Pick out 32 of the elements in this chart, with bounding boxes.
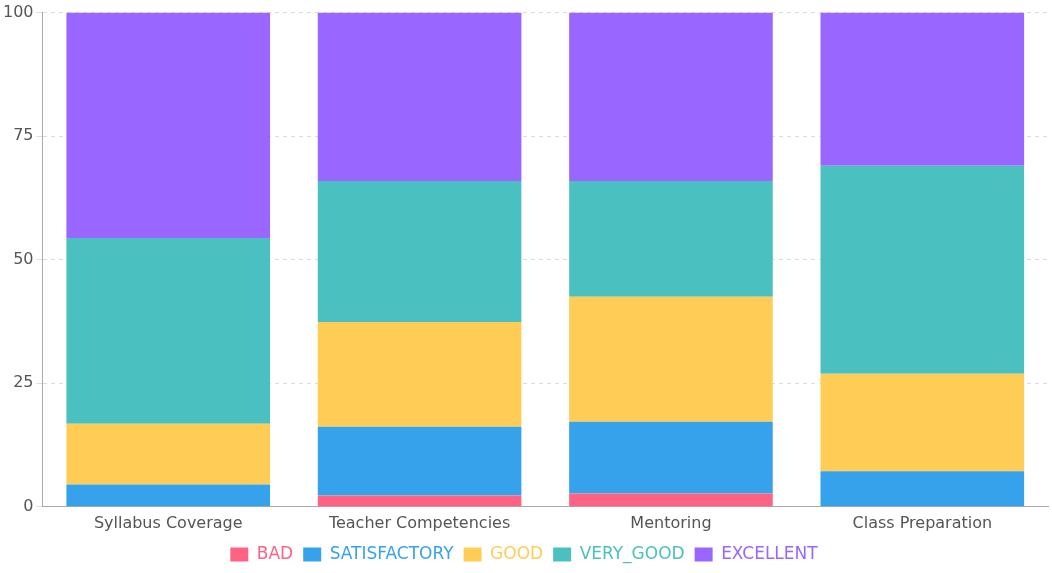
y-tick-label: 75 bbox=[13, 125, 34, 145]
y-tick-label: 50 bbox=[13, 248, 34, 268]
legend-label: SATISFACTORY bbox=[329, 542, 455, 563]
bar bbox=[66, 237, 271, 424]
x-tick-label: Teacher Competencies bbox=[327, 512, 511, 532]
bar bbox=[569, 421, 773, 494]
legend-label: BAD bbox=[256, 542, 294, 563]
bar bbox=[569, 181, 773, 297]
bar bbox=[820, 165, 1025, 374]
y-tick-label: 25 bbox=[13, 372, 34, 392]
bar bbox=[66, 484, 271, 507]
bar bbox=[317, 181, 522, 322]
y-tick-label: 100 bbox=[2, 1, 34, 21]
bar bbox=[820, 12, 1025, 166]
bar bbox=[820, 471, 1025, 507]
legend-label: GOOD bbox=[490, 542, 544, 563]
bar bbox=[569, 12, 773, 182]
bar bbox=[66, 423, 271, 485]
x-tick-label: Class Preparation bbox=[852, 512, 993, 532]
bar bbox=[66, 12, 271, 238]
y-tick-label: 0 bbox=[23, 495, 34, 515]
x-tick-label: Syllabus Coverage bbox=[93, 512, 243, 532]
bar bbox=[569, 493, 773, 507]
x-tick-label: Mentoring bbox=[630, 512, 712, 532]
bar bbox=[317, 426, 522, 496]
bar bbox=[317, 321, 522, 427]
legend-label: VERY_GOOD bbox=[579, 542, 685, 564]
legend-label: EXCELLENT bbox=[721, 542, 819, 563]
bar bbox=[317, 495, 522, 507]
bar bbox=[569, 296, 773, 422]
bar bbox=[820, 373, 1025, 472]
bar bbox=[317, 12, 522, 182]
